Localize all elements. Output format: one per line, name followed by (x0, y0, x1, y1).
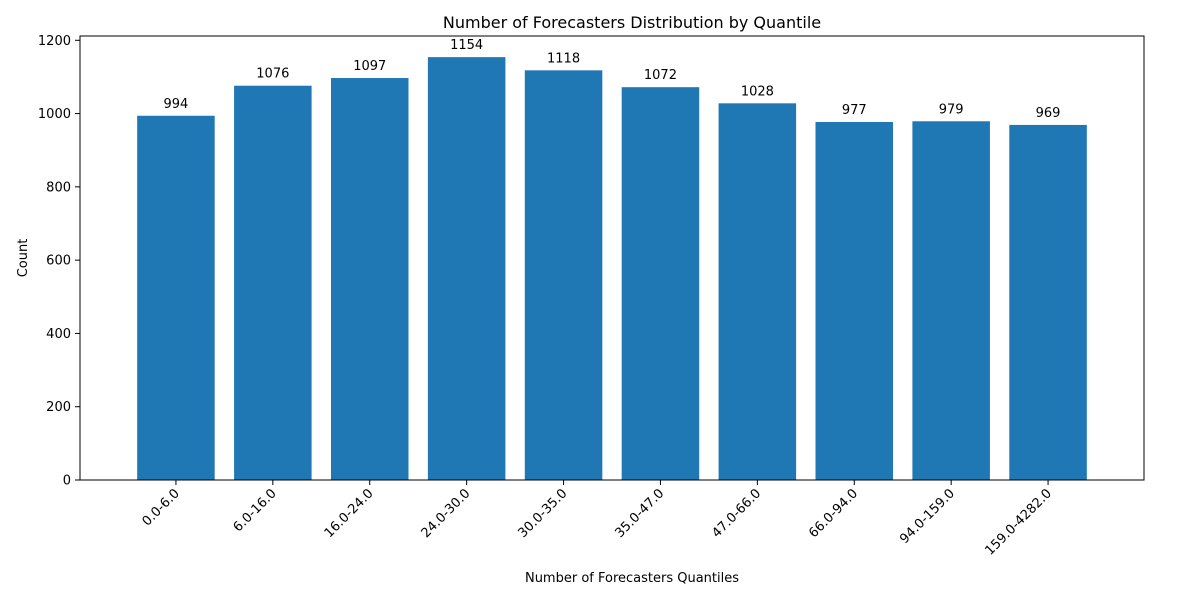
y-tick-label: 800 (46, 180, 71, 195)
y-tick-label: 200 (46, 400, 71, 415)
bar-value-label: 1072 (644, 68, 677, 83)
bar-24.0-30.0 (427, 57, 506, 480)
x-axis: 0.0-6.0 6.0-16.0 16.0-24.0 24.0-30.0 30.0-35… (140, 480, 1055, 559)
plot-frame (79, 35, 1145, 481)
x-tick-label: 159.0-4282.0 (982, 486, 1054, 558)
bar-value-label: 1076 (256, 67, 289, 82)
bar-47.0-66.0 (718, 103, 797, 480)
y-tick-label: 1200 (38, 34, 71, 49)
x-tick-label: 16.0-24.0 (322, 486, 377, 541)
y-tick-label: 400 (46, 327, 71, 342)
y-tick-label: 600 (46, 254, 71, 269)
bar-0.0-6.0 (137, 115, 215, 481)
x-tick-label: 35.0-47.0 (612, 486, 667, 541)
bar-35.0-47.0 (621, 87, 700, 480)
bar-16.0-24.0 (330, 78, 409, 480)
y-axis: 0 200 400 600 800 1000 1200 (38, 34, 80, 489)
bar-6.0-16.0 (234, 85, 312, 480)
y-tick-label: 1000 (38, 107, 71, 122)
y-tick-label: 0 (63, 474, 71, 489)
bars-group (137, 57, 1087, 481)
x-tick-label: 30.0-35.0 (516, 486, 571, 541)
x-tick-label: 94.0-159.0 (897, 486, 958, 547)
y-axis-label: Count (16, 239, 31, 278)
bar-value-label: 1154 (450, 38, 483, 53)
bar-value-label: 1118 (547, 51, 580, 66)
bar-labels-group: 994 1076 1097 1154 1118 1072 1028 977 979 969 (164, 38, 1061, 121)
bar-66.0-94.0 (815, 122, 894, 480)
chart-title: Number of Forecasters Distribution by Qu… (443, 13, 821, 32)
bar-value-label: 969 (1036, 106, 1061, 121)
bar-value-label: 1028 (741, 84, 774, 99)
bar-94.0-159.0 (912, 121, 990, 481)
x-tick-label: 24.0-30.0 (419, 486, 474, 541)
bar-value-label: 1097 (353, 59, 386, 74)
bar-value-label: 994 (164, 97, 189, 112)
bar-value-label: 977 (842, 103, 867, 118)
x-tick-label: 6.0-16.0 (231, 486, 280, 535)
bar-159.0-4282.0 (1009, 124, 1087, 481)
x-tick-label: 47.0-66.0 (709, 486, 764, 541)
x-axis-label: Number of Forecasters Quantiles (525, 571, 739, 586)
bar-value-label: 979 (939, 102, 964, 117)
bar-30.0-35.0 (524, 70, 603, 480)
x-tick-label: 0.0-6.0 (140, 486, 183, 529)
x-tick-label: 66.0-94.0 (806, 486, 861, 541)
